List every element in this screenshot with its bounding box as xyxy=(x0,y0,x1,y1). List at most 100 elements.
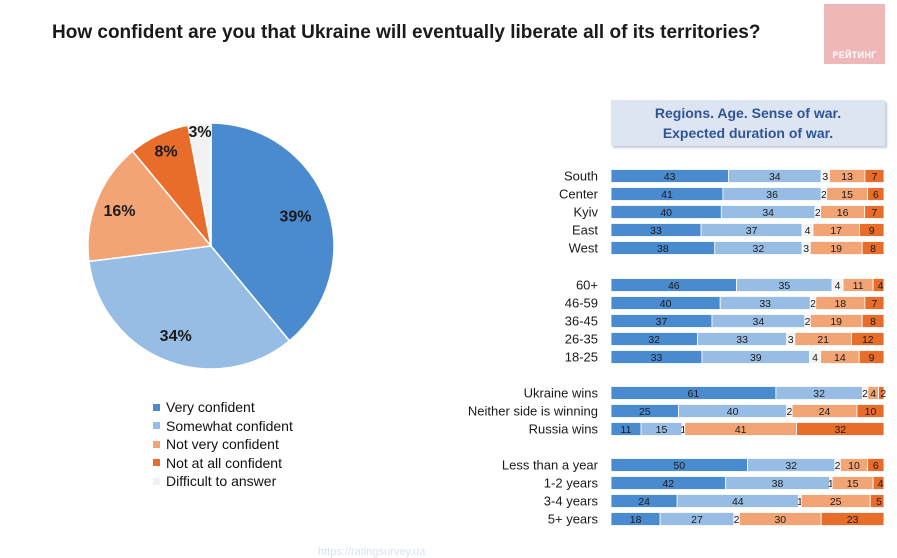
bar-segment-not-at-all-confident xyxy=(820,512,885,526)
legend-swatch xyxy=(153,440,160,448)
bar-value-label: 25 xyxy=(830,496,842,508)
bar-value-label: 2 xyxy=(821,189,827,201)
row-label: Russia wins xyxy=(529,422,599,437)
bar-value-label: 42 xyxy=(662,478,674,490)
bar-segment-not-at-all-confident xyxy=(869,494,885,508)
bar-value-label: 2 xyxy=(835,460,841,472)
bar-value-label: 40 xyxy=(660,207,672,219)
bar-value-label: 14 xyxy=(834,352,846,364)
bar-value-label: 18 xyxy=(630,514,642,526)
chart-title: How confident are you that Ukraine will … xyxy=(52,22,761,43)
legend-swatch xyxy=(153,477,160,485)
rating-logo: РЕЙТИНГ xyxy=(824,4,885,64)
bar-value-label: 7 xyxy=(871,298,877,310)
bar-value-label: 11 xyxy=(853,280,864,292)
bar-value-label: 33 xyxy=(650,225,662,237)
bar-value-label: 61 xyxy=(688,388,700,400)
legend-label: Difficult to answer xyxy=(166,473,277,490)
legend-swatch xyxy=(153,403,160,411)
bar-value-label: 6 xyxy=(873,460,879,472)
bar-value-label: 9 xyxy=(869,225,875,237)
bar-value-label: 16 xyxy=(837,207,849,219)
bar-value-label: 2 xyxy=(815,207,821,219)
pie-label-very-confident: 39% xyxy=(279,209,311,226)
bar-value-label: 34 xyxy=(762,207,774,219)
bar-value-label: 37 xyxy=(656,316,668,328)
bar-value-label: 3 xyxy=(822,171,828,183)
bar-value-label: 43 xyxy=(664,171,676,183)
row-label: Center xyxy=(559,187,599,202)
bar-value-label: 10 xyxy=(848,460,860,472)
bar-value-label: 15 xyxy=(847,478,859,490)
bar-value-label: 38 xyxy=(772,478,784,490)
bar-value-label: 2 xyxy=(786,406,792,418)
legend-label: Very confident xyxy=(166,399,255,416)
row-label: South xyxy=(564,169,598,184)
row-label: West xyxy=(569,241,599,256)
legend-item-somewhat-confident: Somewhat confident xyxy=(153,417,293,436)
bar-value-label: 13 xyxy=(841,171,853,183)
bar-value-label: 3 xyxy=(788,334,794,346)
pie-slice-very-confident xyxy=(210,122,335,342)
legend-label: Somewhat confident xyxy=(166,417,293,434)
bar-value-label: 33 xyxy=(736,334,748,346)
bar-value-label: 2 xyxy=(880,388,886,400)
legend-swatch xyxy=(153,459,160,467)
pie-slice-not-very-confident xyxy=(87,150,213,263)
pie-chart: 39% 34% 16% 8% 3% xyxy=(87,122,335,370)
bar-value-label: 33 xyxy=(651,352,663,364)
bar-value-label: 4 xyxy=(878,280,884,292)
row-label: 60+ xyxy=(576,278,598,293)
bar-value-label: 1 xyxy=(797,496,803,508)
bar-value-label: 7 xyxy=(871,171,877,183)
bar-value-label: 30 xyxy=(774,514,786,526)
row-label: Less than a year xyxy=(502,458,599,473)
bar-value-label: 32 xyxy=(813,388,825,400)
bar-value-label: 34 xyxy=(753,316,765,328)
bar-value-label: 41 xyxy=(735,424,747,436)
pie-label-not-at-all-confident: 8% xyxy=(154,143,177,160)
bar-value-label: 27 xyxy=(691,514,703,526)
pie-legend: Very confident Somewhat confident Not ve… xyxy=(153,398,293,491)
bar-value-label: 15 xyxy=(656,424,668,436)
bar-value-label: 2 xyxy=(805,316,811,328)
bar-value-label: 21 xyxy=(817,334,829,346)
bar-value-label: 2 xyxy=(734,514,740,526)
bar-value-label: 7 xyxy=(871,207,877,219)
bar-segment-not-at-all-confident xyxy=(867,458,885,472)
bar-value-label: 11 xyxy=(621,424,632,436)
pie-label-somewhat-confident: 34% xyxy=(160,328,192,345)
bar-value-label: 10 xyxy=(865,406,877,418)
bar-segment-not-at-all-confident xyxy=(864,205,885,219)
bar-value-label: 50 xyxy=(673,460,685,472)
pie-slice-somewhat-confident xyxy=(88,245,291,370)
bar-value-label: 46 xyxy=(668,280,680,292)
bar-value-label: 32 xyxy=(785,460,797,472)
bar-value-label: 44 xyxy=(732,496,744,508)
legend-label: Not at all confident xyxy=(166,454,282,471)
row-label: Neither side is winning xyxy=(468,404,598,419)
bar-value-label: 32 xyxy=(753,243,765,255)
header-line-1: Regions. Age. Sense of war. xyxy=(654,105,842,121)
bar-value-label: 24 xyxy=(819,406,831,418)
bar-segment-not-at-all-confident xyxy=(859,223,885,237)
row-label: 3-4 years xyxy=(544,494,599,509)
bar-segment-not-at-all-confident xyxy=(796,422,885,436)
bar-value-label: 5 xyxy=(876,496,882,508)
legend-item-very-confident: Very confident xyxy=(153,398,293,417)
bar-value-label: 35 xyxy=(779,280,791,292)
bar-segment-not-at-all-confident xyxy=(864,296,885,310)
bar-value-label: 15 xyxy=(841,189,853,201)
bar-value-label: 9 xyxy=(869,352,875,364)
bar-segment-not-at-all-confident xyxy=(864,169,885,183)
bar-segment-not-at-all-confident xyxy=(872,278,885,292)
bar-value-label: 40 xyxy=(727,406,739,418)
bar-value-label: 41 xyxy=(661,189,673,201)
bar-segment-not-at-all-confident xyxy=(861,314,885,328)
row-label: 26-35 xyxy=(565,332,598,347)
bar-value-label: 24 xyxy=(638,496,650,508)
bar-segment-not-at-all-confident xyxy=(858,350,885,364)
row-label: 18-25 xyxy=(565,350,598,365)
bar-segment-not-at-all-confident xyxy=(856,404,885,418)
